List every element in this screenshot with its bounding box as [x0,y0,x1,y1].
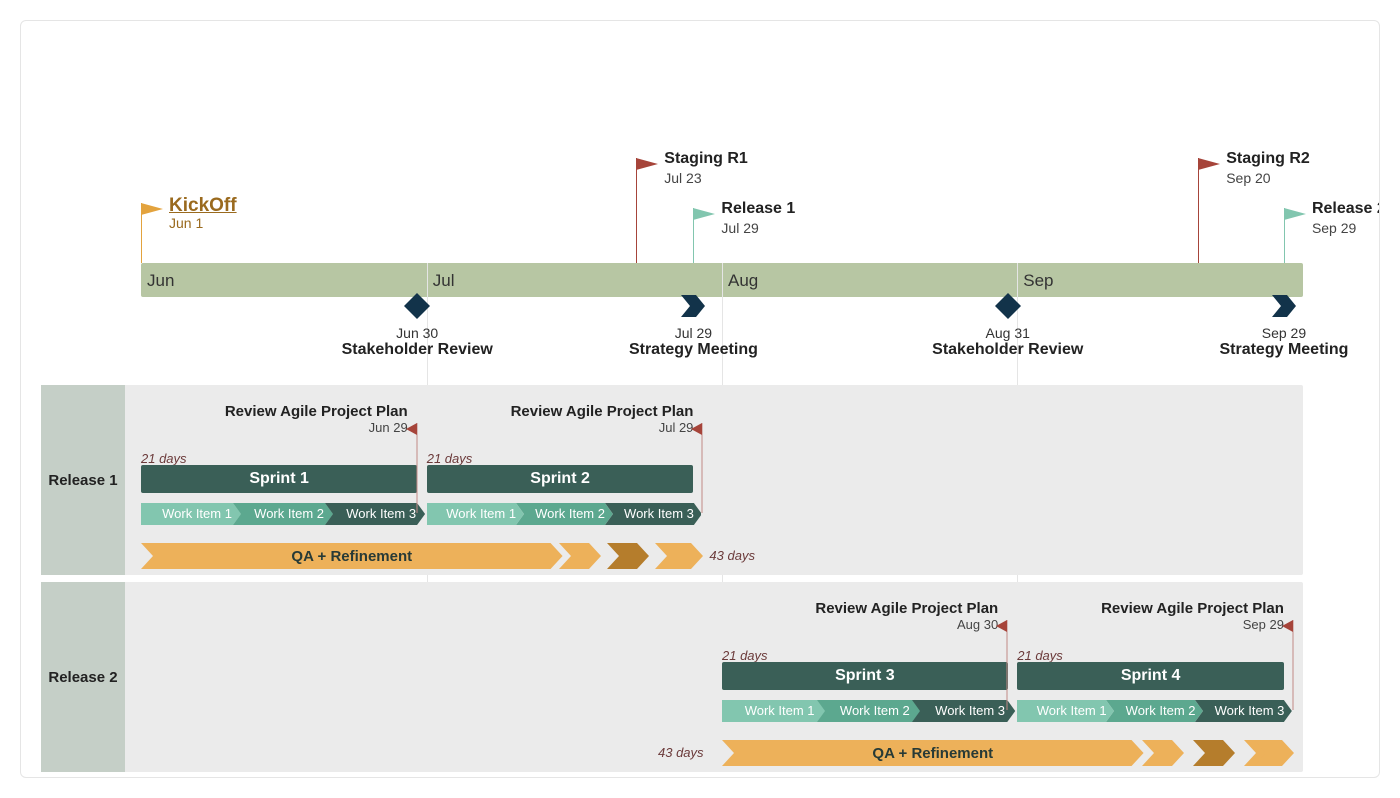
sprint-duration: 21 days [427,451,473,466]
flag-date: Sep 29 [1312,220,1356,236]
stakeholder-1-milestone: Jun 30Stakeholder Review [327,291,507,359]
work-item-label: Work Item 1 [141,503,241,525]
milestone-date: Sep 29 [1194,325,1374,341]
qa-duration: 43 days [709,548,755,563]
work-item: Work Item 1 [427,503,524,525]
chart-area: Jun Jul Aug Sep KickOffJun 1 Staging R1 Jul 23… [41,21,1361,778]
work-item-label: Work Item 2 [817,700,920,722]
sprint-bar: Sprint 2 [427,465,694,493]
work-item-label: Work Item 3 [605,503,702,525]
milestone-date: Aug 31 [918,325,1098,341]
flag-title: Staging R2 [1226,150,1310,168]
sprint-bar: Sprint 4 [1017,662,1284,690]
qa-duration: 43 days [658,745,704,760]
row-label: Release 1 [41,385,125,575]
release-1-row: Release 1Review Agile Project PlanJun 29… [41,385,1303,575]
month-label: Jun [147,271,174,291]
flag-title: Staging R1 [664,150,748,168]
month-label: Jul [433,271,455,291]
review-marker: Review Agile Project PlanSep 29 [1064,600,1284,632]
review-marker: Review Agile Project PlanAug 30 [778,600,998,632]
milestone-date: Jul 29 [603,325,783,341]
review-title: Review Agile Project Plan [778,600,998,617]
sprint-bar: Sprint 3 [722,662,1008,690]
qa-bar: QA + Refinement [722,740,1284,766]
work-item-label: Work Item 2 [233,503,333,525]
work-item: Work Item 2 [1106,700,1203,722]
work-item-label: Work Item 3 [1195,700,1292,722]
milestone-label: Strategy Meeting [1194,341,1374,359]
qa-label: QA + Refinement [141,543,563,569]
month-label: Aug [728,271,758,291]
review-title: Review Agile Project Plan [473,403,693,420]
work-item-label: Work Item 2 [516,503,613,525]
month-label: Sep [1023,271,1053,291]
work-item: Work Item 3 [605,503,702,525]
work-item-label: Work Item 1 [722,700,825,722]
review-date: Jul 29 [473,420,693,435]
milestone-label: Strategy Meeting [603,341,783,359]
qa-label: QA + Refinement [722,740,1144,766]
sprint-duration: 21 days [722,648,768,663]
milestone-label: Stakeholder Review [327,341,507,359]
milestone-date: Jun 30 [327,325,507,341]
work-item: Work Item 1 [141,503,241,525]
flag-title: Release 2 [1312,200,1380,218]
stakeholder-2-milestone: Aug 31Stakeholder Review [918,291,1098,359]
work-item-label: Work Item 1 [427,503,524,525]
flag-date: Jul 29 [721,220,758,236]
flag-date: Jul 23 [664,170,701,186]
review-date: Sep 29 [1064,617,1284,632]
review-date: Aug 30 [778,617,998,632]
sprint-duration: 21 days [141,451,187,466]
work-item: Work Item 2 [233,503,333,525]
review-marker: Review Agile Project PlanJul 29 [473,403,693,435]
row-label: Release 2 [41,582,125,772]
milestone-label: Stakeholder Review [918,341,1098,359]
work-item-label: Work Item 2 [1106,700,1203,722]
release-2-row: Release 2Review Agile Project PlanAug 30… [41,582,1303,772]
sprint-bar: Sprint 1 [141,465,417,493]
strategy-1-milestone: Jul 29Strategy Meeting [603,291,783,359]
flag-date: Jun 1 [169,215,203,231]
flag-title: KickOff [169,195,237,217]
sprint-duration: 21 days [1017,648,1063,663]
flag-date: Sep 20 [1226,170,1270,186]
review-title: Review Agile Project Plan [188,403,408,420]
work-item: Work Item 2 [817,700,920,722]
strategy-2-milestone: Sep 29Strategy Meeting [1194,291,1374,359]
work-item: Work Item 2 [516,503,613,525]
row-body: Review Agile Project PlanJun 2921 daysSp… [125,385,1303,575]
work-item-label: Work Item 1 [1017,700,1114,722]
work-item: Work Item 3 [1195,700,1292,722]
row-body: Review Agile Project PlanAug 3021 daysSp… [125,582,1303,772]
roadmap-frame: Jun Jul Aug Sep KickOffJun 1 Staging R1 Jul 23… [20,20,1380,778]
review-date: Jun 29 [188,420,408,435]
work-item: Work Item 1 [1017,700,1114,722]
work-item: Work Item 1 [722,700,825,722]
flag-title: Release 1 [721,200,795,218]
review-title: Review Agile Project Plan [1064,600,1284,617]
qa-bar: QA + Refinement [141,543,693,569]
review-marker: Review Agile Project PlanJun 29 [188,403,408,435]
